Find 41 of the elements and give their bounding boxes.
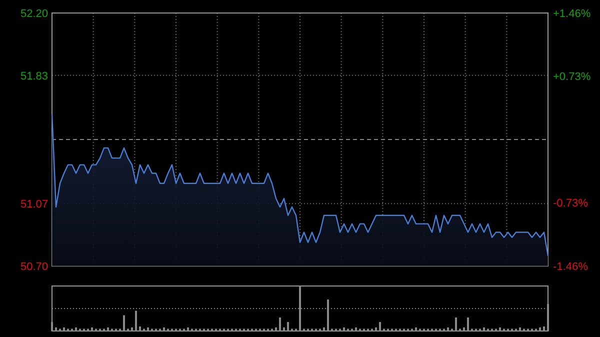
bar [135,310,137,331]
bar [355,327,357,331]
bar [75,327,77,331]
y2-tick-label: -0.73% [553,198,588,210]
bar [55,327,57,331]
bar [123,315,125,331]
y-tick-label: 51.07 [20,198,48,210]
bar [63,327,65,331]
bar [447,327,449,331]
y2-tick-label: +0.73% [553,71,591,84]
bar [275,327,277,331]
bar [51,322,53,331]
bar [187,327,189,331]
y2-tick-label: +1.46% [553,8,591,20]
bar [107,327,109,331]
bar [163,327,165,331]
y2-tick-label: -1.46% [553,260,588,273]
bar [543,326,545,331]
bar [467,318,469,331]
bar [455,318,457,331]
bar [147,327,149,331]
bar [91,327,93,331]
bar [287,322,289,331]
bar [379,322,381,331]
bar [279,318,281,331]
bar [547,304,549,331]
y-tick-label: 52.20 [20,8,48,20]
y-tick-label: 50.70 [20,260,48,273]
bar [139,326,141,331]
bar [323,327,325,331]
bar [343,327,345,331]
bar [131,327,133,331]
bar [463,327,465,331]
bar [499,327,501,331]
bar [415,327,417,331]
bar [283,327,285,331]
bar [539,327,541,331]
bar [483,327,485,331]
y-tick-label: 51.83 [20,70,48,82]
bar [519,327,521,331]
bar [375,327,377,331]
